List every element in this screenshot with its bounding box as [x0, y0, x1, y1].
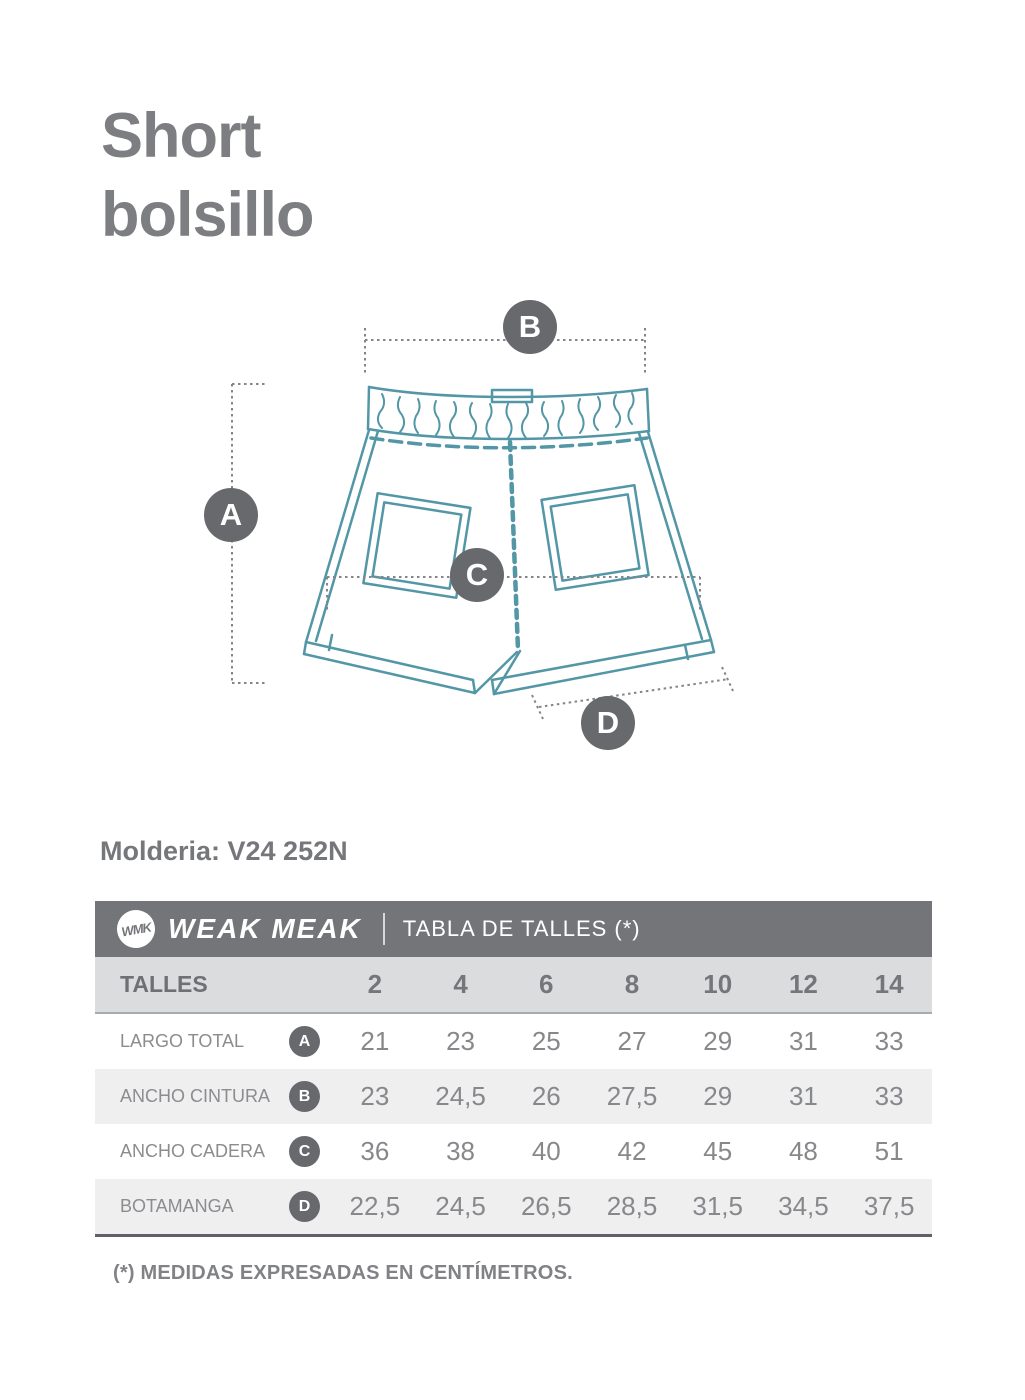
- cell-value: 29: [703, 1081, 733, 1111]
- cell-value: 27: [617, 1026, 647, 1056]
- shorts-flat-drawing-svg: [231, 328, 734, 720]
- row-badge-cell: B: [277, 1081, 332, 1112]
- brand-logo-icon: WMK: [113, 906, 159, 952]
- row-letter-badge: B: [289, 1081, 320, 1112]
- cell-value: 40: [531, 1136, 561, 1166]
- molderia-reference: Molderia: V24 252N: [100, 836, 348, 866]
- cell-value: 23: [360, 1081, 390, 1111]
- table-row-ancho-cadera: ANCHO CADERA C 36 38 40 42 45 48 51: [95, 1124, 932, 1179]
- cell-value: 48: [788, 1136, 818, 1166]
- cell-value: 36: [360, 1136, 390, 1166]
- row-badge-cell: D: [277, 1191, 332, 1222]
- cell-value: 27,5: [606, 1081, 658, 1111]
- cell-value: 24,5: [435, 1191, 486, 1221]
- row-letter-badge: A: [289, 1026, 320, 1057]
- size-col-14: 14: [874, 969, 904, 999]
- brand-name: WEAK MEAK: [168, 913, 362, 944]
- cell-value: 45: [703, 1136, 733, 1166]
- marker-b-letter: B: [518, 309, 542, 344]
- marker-c-letter: C: [465, 557, 489, 592]
- row-badge-cell: C: [277, 1136, 332, 1167]
- size-col-10: 10: [703, 969, 733, 999]
- cell-value: 33: [874, 1026, 904, 1056]
- cell-value: 31: [788, 1081, 818, 1111]
- cell-value: 24,5: [435, 1081, 486, 1111]
- marker-a: A: [204, 488, 258, 542]
- row-label: ANCHO CADERA: [120, 1141, 266, 1161]
- size-col-8: 8: [624, 969, 640, 999]
- sizes-header-row: TALLES 2 4 6 8 10 12 14: [95, 957, 932, 1014]
- marker-d-letter: D: [596, 705, 620, 740]
- cell-value: 51: [874, 1136, 904, 1166]
- sizes-header-label: TALLES: [120, 971, 208, 997]
- table-row-ancho-cintura: ANCHO CINTURA B 23 24,5 26 27,5 29 31 33: [95, 1069, 932, 1124]
- marker-b: B: [503, 300, 557, 354]
- units-footnote: (*) MEDIDAS EXPRESADAS EN CENTÍMETROS.: [113, 1262, 573, 1284]
- cell-value: 29: [703, 1026, 733, 1056]
- row-letter-badge: D: [289, 1191, 320, 1222]
- marker-d: D: [581, 696, 635, 750]
- cell-value: 37,5: [863, 1191, 915, 1221]
- marker-c: C: [450, 548, 504, 602]
- cell-value: 31,5: [692, 1191, 743, 1221]
- cell-value: 26: [531, 1081, 561, 1111]
- shorts-measurement-diagram: A B C D: [180, 290, 760, 780]
- table-title: TABLA DE TALLES (*): [402, 916, 641, 941]
- cell-value: 38: [446, 1136, 476, 1166]
- size-col-12: 12: [788, 969, 818, 999]
- cell-value: 22,5: [349, 1191, 401, 1221]
- cell-value: 21: [360, 1026, 390, 1056]
- cell-value: 26,5: [520, 1191, 572, 1221]
- row-label: ANCHO CINTURA: [120, 1086, 271, 1106]
- cell-value: 25: [531, 1026, 561, 1056]
- size-col-4: 4: [453, 969, 468, 999]
- row-badge-cell: A: [277, 1026, 332, 1057]
- row-label: LARGO TOTAL: [120, 1031, 245, 1051]
- cell-value: 34,5: [778, 1191, 829, 1221]
- table-header-band: WMK WEAK MEAK TABLA DE TALLES (*): [95, 901, 932, 957]
- cell-value: 42: [617, 1136, 647, 1166]
- separator: [382, 913, 385, 945]
- table-row-largo-total: LARGO TOTAL A 21 23 25 27 29 31 33: [95, 1014, 932, 1069]
- right-pocket: [540, 483, 650, 592]
- size-col-6: 6: [539, 969, 554, 999]
- cell-value: 28,5: [606, 1191, 658, 1221]
- row-label: BOTAMANGA: [120, 1196, 234, 1216]
- page-title-line2: bolsillo: [101, 180, 314, 250]
- marker-a-letter: A: [219, 497, 243, 532]
- brand-logo-monogram: WMK: [120, 919, 152, 939]
- cell-value: 23: [446, 1026, 476, 1056]
- page-title: Short bolsillo: [101, 97, 314, 255]
- size-col-2: 2: [367, 969, 383, 999]
- shorts-outline: [302, 385, 716, 696]
- cell-value: 31: [788, 1026, 818, 1056]
- row-letter-badge: C: [289, 1136, 320, 1167]
- page-title-line1: Short: [101, 101, 261, 171]
- table-row-botamanga: BOTAMANGA D 22,5 24,5 26,5 28,5 31,5 34,…: [95, 1179, 932, 1234]
- size-table: WMK WEAK MEAK TABLA DE TALLES (*) TALLES…: [95, 901, 932, 1237]
- dimension-lines: [231, 328, 734, 720]
- cell-value: 33: [874, 1081, 904, 1111]
